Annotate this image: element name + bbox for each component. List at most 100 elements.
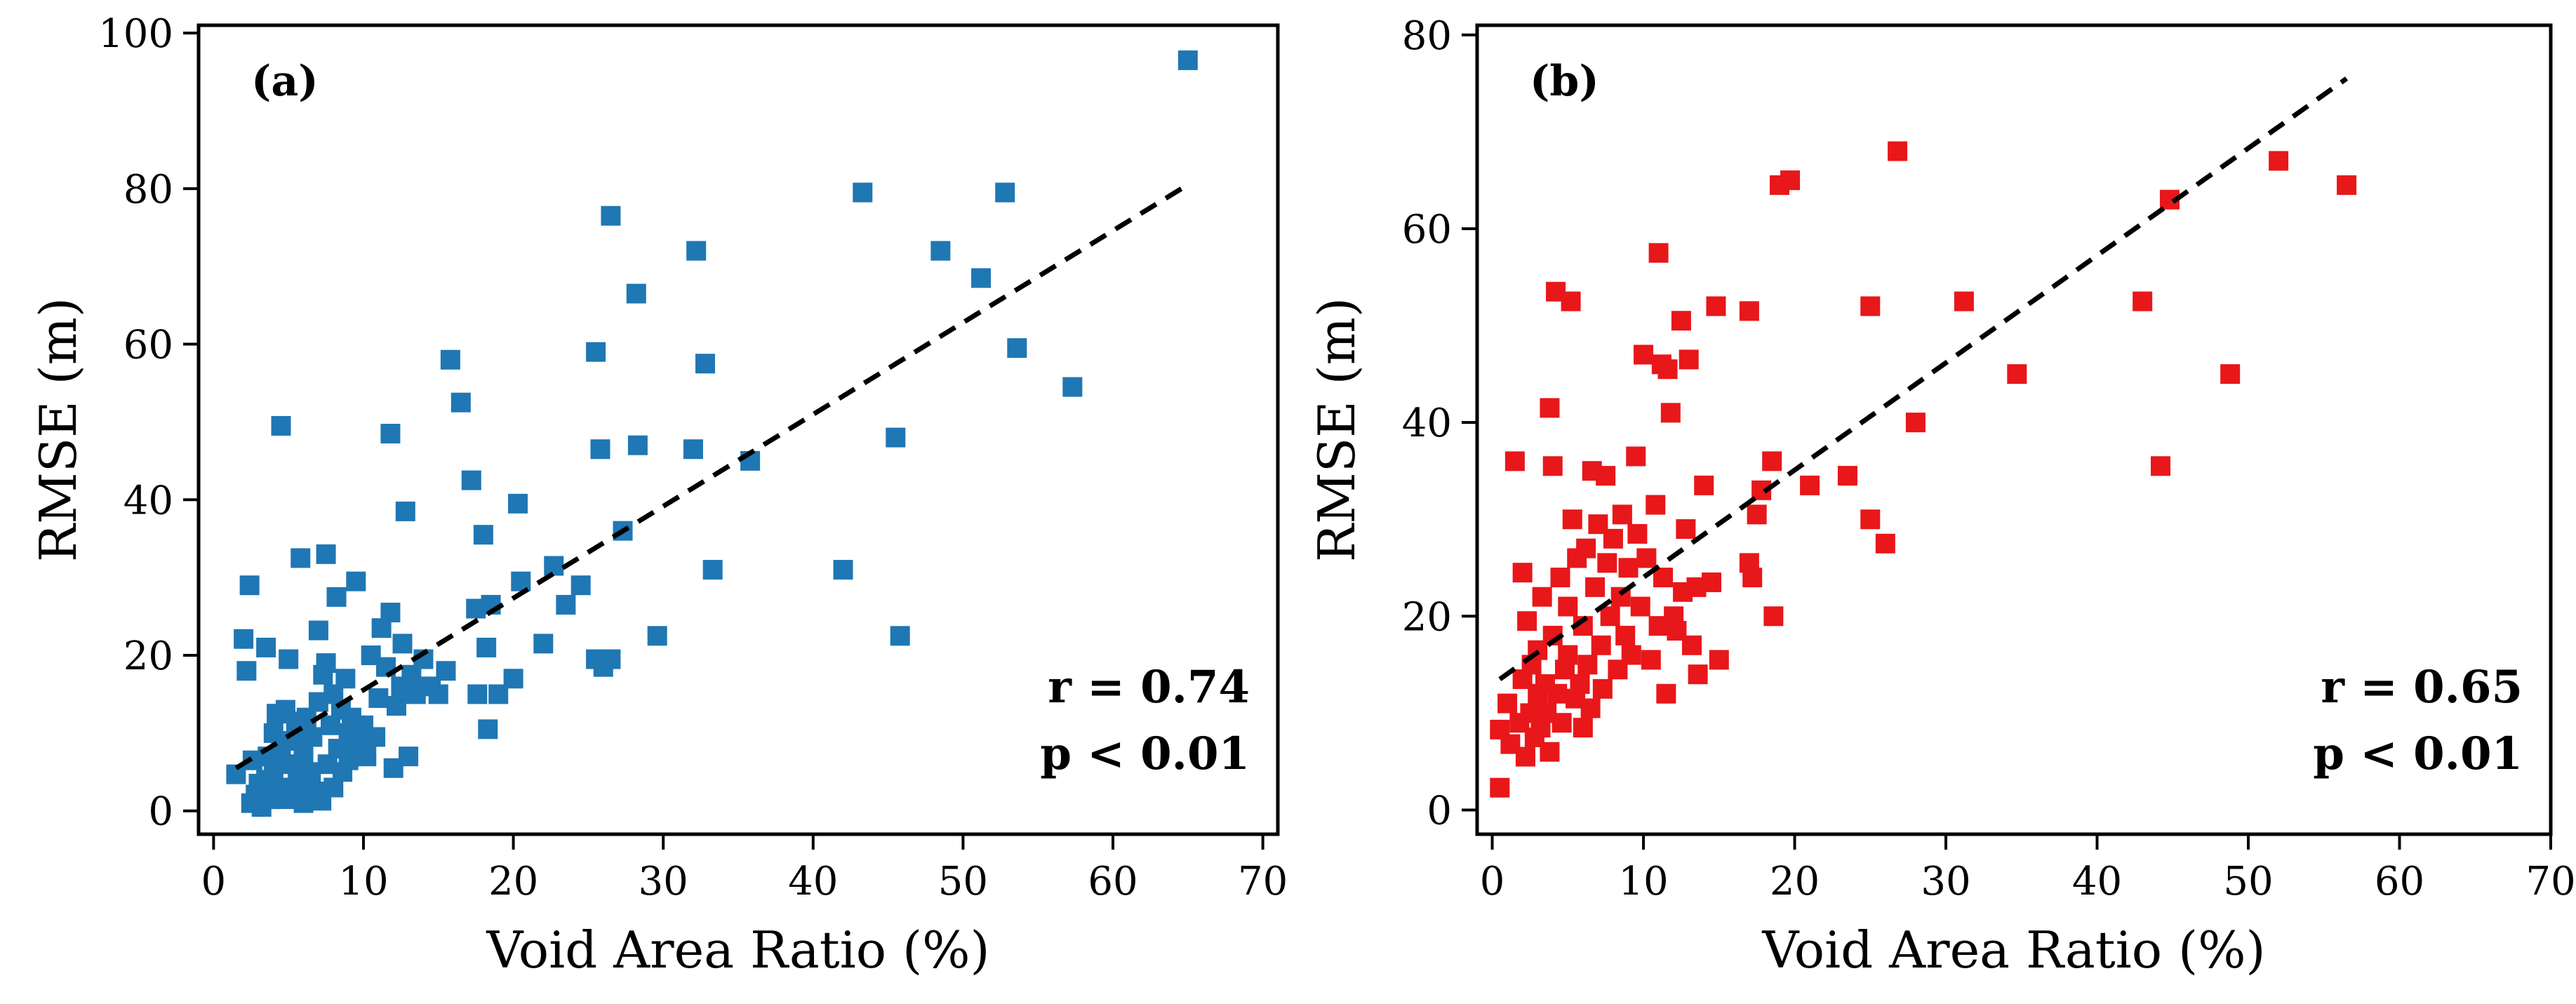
data-point: [356, 747, 377, 767]
data-point: [1591, 635, 1611, 655]
data-point: [308, 620, 328, 641]
data-point: [1597, 553, 1617, 573]
data-point: [1646, 495, 1666, 515]
data-point: [533, 634, 554, 654]
y-tick-label: 60: [1402, 207, 1452, 253]
correlation-label: r = 0.74: [1048, 661, 1250, 714]
x-tick-label: 10: [1618, 859, 1668, 904]
data-point: [395, 501, 415, 521]
data-point: [1177, 50, 1198, 70]
data-point: [2220, 364, 2241, 384]
data-point: [440, 349, 460, 370]
data-point: [1621, 645, 1641, 665]
data-point: [279, 649, 299, 669]
data-point: [236, 661, 257, 681]
data-point: [428, 684, 448, 704]
correlation-label: r = 0.65: [2321, 661, 2523, 714]
plot-frame: [196, 23, 1280, 836]
data-point: [1888, 141, 1908, 161]
data-point: [1747, 504, 1767, 525]
p-value-label: p < 0.01: [2313, 728, 2523, 780]
data-point: [1600, 606, 1620, 627]
data-point: [271, 415, 291, 436]
data-point: [890, 626, 910, 646]
data-point: [886, 427, 906, 448]
data-point: [467, 684, 488, 704]
data-point: [1542, 456, 1563, 476]
data-point: [1905, 413, 1926, 433]
data-point: [1618, 558, 1639, 578]
data-point: [683, 439, 703, 460]
data-point: [1517, 611, 1537, 631]
data-point: [2151, 456, 2171, 476]
data-point: [586, 342, 606, 362]
data-point: [301, 762, 321, 782]
data-point: [1837, 466, 1857, 486]
data-point: [302, 727, 323, 747]
data-point: [1540, 742, 1560, 762]
data-point: [1800, 475, 1820, 495]
data-point: [1561, 291, 1581, 312]
data-point: [1875, 533, 1895, 554]
y-tick-label: 40: [124, 478, 173, 523]
data-point: [2337, 175, 2357, 195]
y-tick-label: 80: [124, 167, 173, 213]
data-point: [695, 354, 716, 374]
x-tick-label: 70: [1238, 859, 1288, 904]
x-tick-label: 0: [1480, 859, 1505, 904]
data-point: [1739, 301, 1759, 321]
data-point: [1626, 446, 1646, 467]
data-point: [647, 626, 667, 646]
data-point: [601, 649, 621, 669]
data-point: [511, 571, 531, 591]
data-point: [590, 439, 610, 460]
data-point: [544, 556, 564, 576]
data-point: [461, 470, 481, 490]
data-point: [1612, 504, 1632, 525]
data-point: [1648, 243, 1669, 263]
data-point: [570, 575, 591, 596]
data-point: [1592, 678, 1613, 699]
panel-a: 0 10 20 30 40 50 60 70 0 20 40 60 80 100 Void Area Rat…: [29, 11, 1288, 979]
data-point: [1636, 548, 1657, 568]
data-point: [1540, 398, 1560, 418]
data-point: [507, 493, 528, 514]
data-point: [234, 629, 254, 649]
x-tick-label: 20: [1770, 859, 1820, 904]
x-axis-title: Void Area Ratio (%): [1761, 921, 2265, 979]
data-point: [1657, 359, 1678, 380]
data-point: [1497, 693, 1518, 714]
data-point: [476, 637, 497, 657]
data-point: [1706, 296, 1726, 316]
data-point: [601, 206, 621, 226]
data-point: [386, 696, 406, 716]
data-point: [346, 571, 366, 591]
data-point: [1596, 466, 1616, 486]
data-point: [2007, 364, 2027, 384]
data-point: [1550, 568, 1570, 588]
data-point: [1656, 683, 1676, 704]
y-tick-label: 20: [124, 634, 173, 679]
data-point: [1558, 596, 1578, 617]
data-point: [256, 637, 276, 657]
data-point: [380, 603, 401, 623]
data-point: [1577, 655, 1598, 675]
data-point: [853, 182, 873, 203]
x-axis-title: Void Area Ratio (%): [486, 921, 989, 979]
y-tick-label: 40: [1402, 401, 1452, 446]
data-point: [1676, 519, 1696, 540]
data-point: [686, 241, 707, 261]
data-point: [1634, 344, 1654, 365]
data-point: [436, 661, 456, 681]
data-point: [2269, 151, 2289, 171]
trendline: [1498, 76, 2349, 681]
y-tick-label: 60: [124, 323, 173, 368]
data-point: [1682, 635, 1702, 655]
data-point: [1954, 291, 1974, 312]
data-point: [316, 544, 336, 564]
x-tick-label: 20: [488, 859, 538, 904]
x-tick-label: 0: [201, 859, 227, 904]
y-tick-label: 0: [148, 789, 173, 835]
data-point: [995, 182, 1015, 203]
